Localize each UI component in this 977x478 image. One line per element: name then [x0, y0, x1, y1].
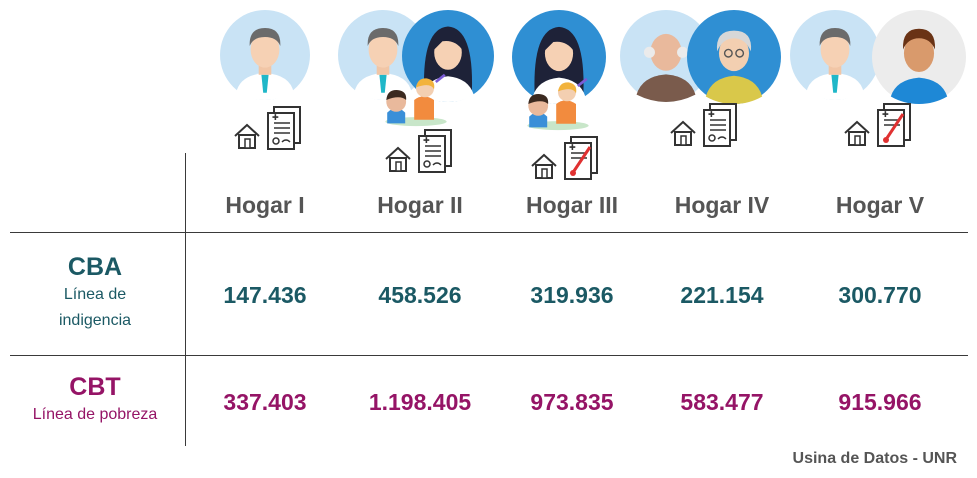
cell-cbt-hogar-1: 337.403 — [223, 389, 307, 415]
cell-cba-hogar-3: 319.936 — [530, 282, 614, 308]
cba-sublabel-line2: indigencia — [58, 312, 132, 329]
household-icons — [529, 135, 599, 186]
cbt-label: CBT — [69, 373, 121, 401]
column-header-hogar-3: Hogar III — [525, 192, 618, 218]
column-header-hogar-2: Hogar II — [377, 192, 463, 218]
elderly-woman-avatar-icon — [687, 10, 781, 104]
row-label-cbt: CBT Línea de pobreza — [5, 373, 185, 428]
cell-cba-hogar-2: 458.526 — [378, 282, 462, 308]
table-header-divider — [10, 232, 968, 233]
document-icon — [266, 105, 302, 151]
cell-cba-hogar-1: 147.436 — [223, 282, 307, 308]
household-icons — [842, 102, 912, 153]
cbt-sublabel: Línea de pobreza — [32, 406, 158, 423]
cell-cbt-hogar-4: 583.477 — [680, 389, 764, 415]
document-with-thermometer-icon — [563, 135, 599, 181]
children-icon — [522, 76, 594, 132]
cell-cbt-hogar-3: 973.835 — [530, 389, 614, 415]
cba-label: CBA — [67, 253, 123, 281]
cell-cbt-hogar-2: 1.198.405 — [368, 389, 472, 415]
cell-cba-hogar-5: 300.770 — [838, 282, 922, 308]
table-row-divider — [10, 355, 968, 356]
house-icon — [383, 144, 413, 174]
household-icons — [668, 102, 738, 153]
row-label-cba: CBA Línea de indigencia — [5, 253, 185, 334]
young-man-avatar-icon — [872, 10, 966, 104]
man-avatar-icon — [790, 10, 880, 100]
cell-cbt-hogar-5: 915.966 — [838, 389, 922, 415]
man-avatar-icon — [220, 10, 310, 100]
document-icon — [702, 102, 738, 148]
household-icons — [383, 128, 453, 179]
house-icon — [842, 118, 872, 148]
document-icon — [417, 128, 453, 174]
household-icons — [232, 105, 302, 156]
column-header-hogar-1: Hogar I — [225, 192, 305, 218]
cba-sublabel-line1: Línea de — [63, 286, 127, 303]
column-header-hogar-4: Hogar IV — [674, 192, 770, 218]
document-with-thermometer-icon — [876, 102, 912, 148]
cell-cba-hogar-4: 221.154 — [680, 282, 764, 308]
source-credit: Usina de Datos - UNR — [792, 450, 957, 467]
house-icon — [529, 151, 559, 181]
house-icon — [668, 118, 698, 148]
house-icon — [232, 121, 262, 151]
table-vertical-divider — [185, 153, 186, 446]
column-header-hogar-5: Hogar V — [835, 192, 925, 218]
children-icon — [380, 72, 452, 128]
